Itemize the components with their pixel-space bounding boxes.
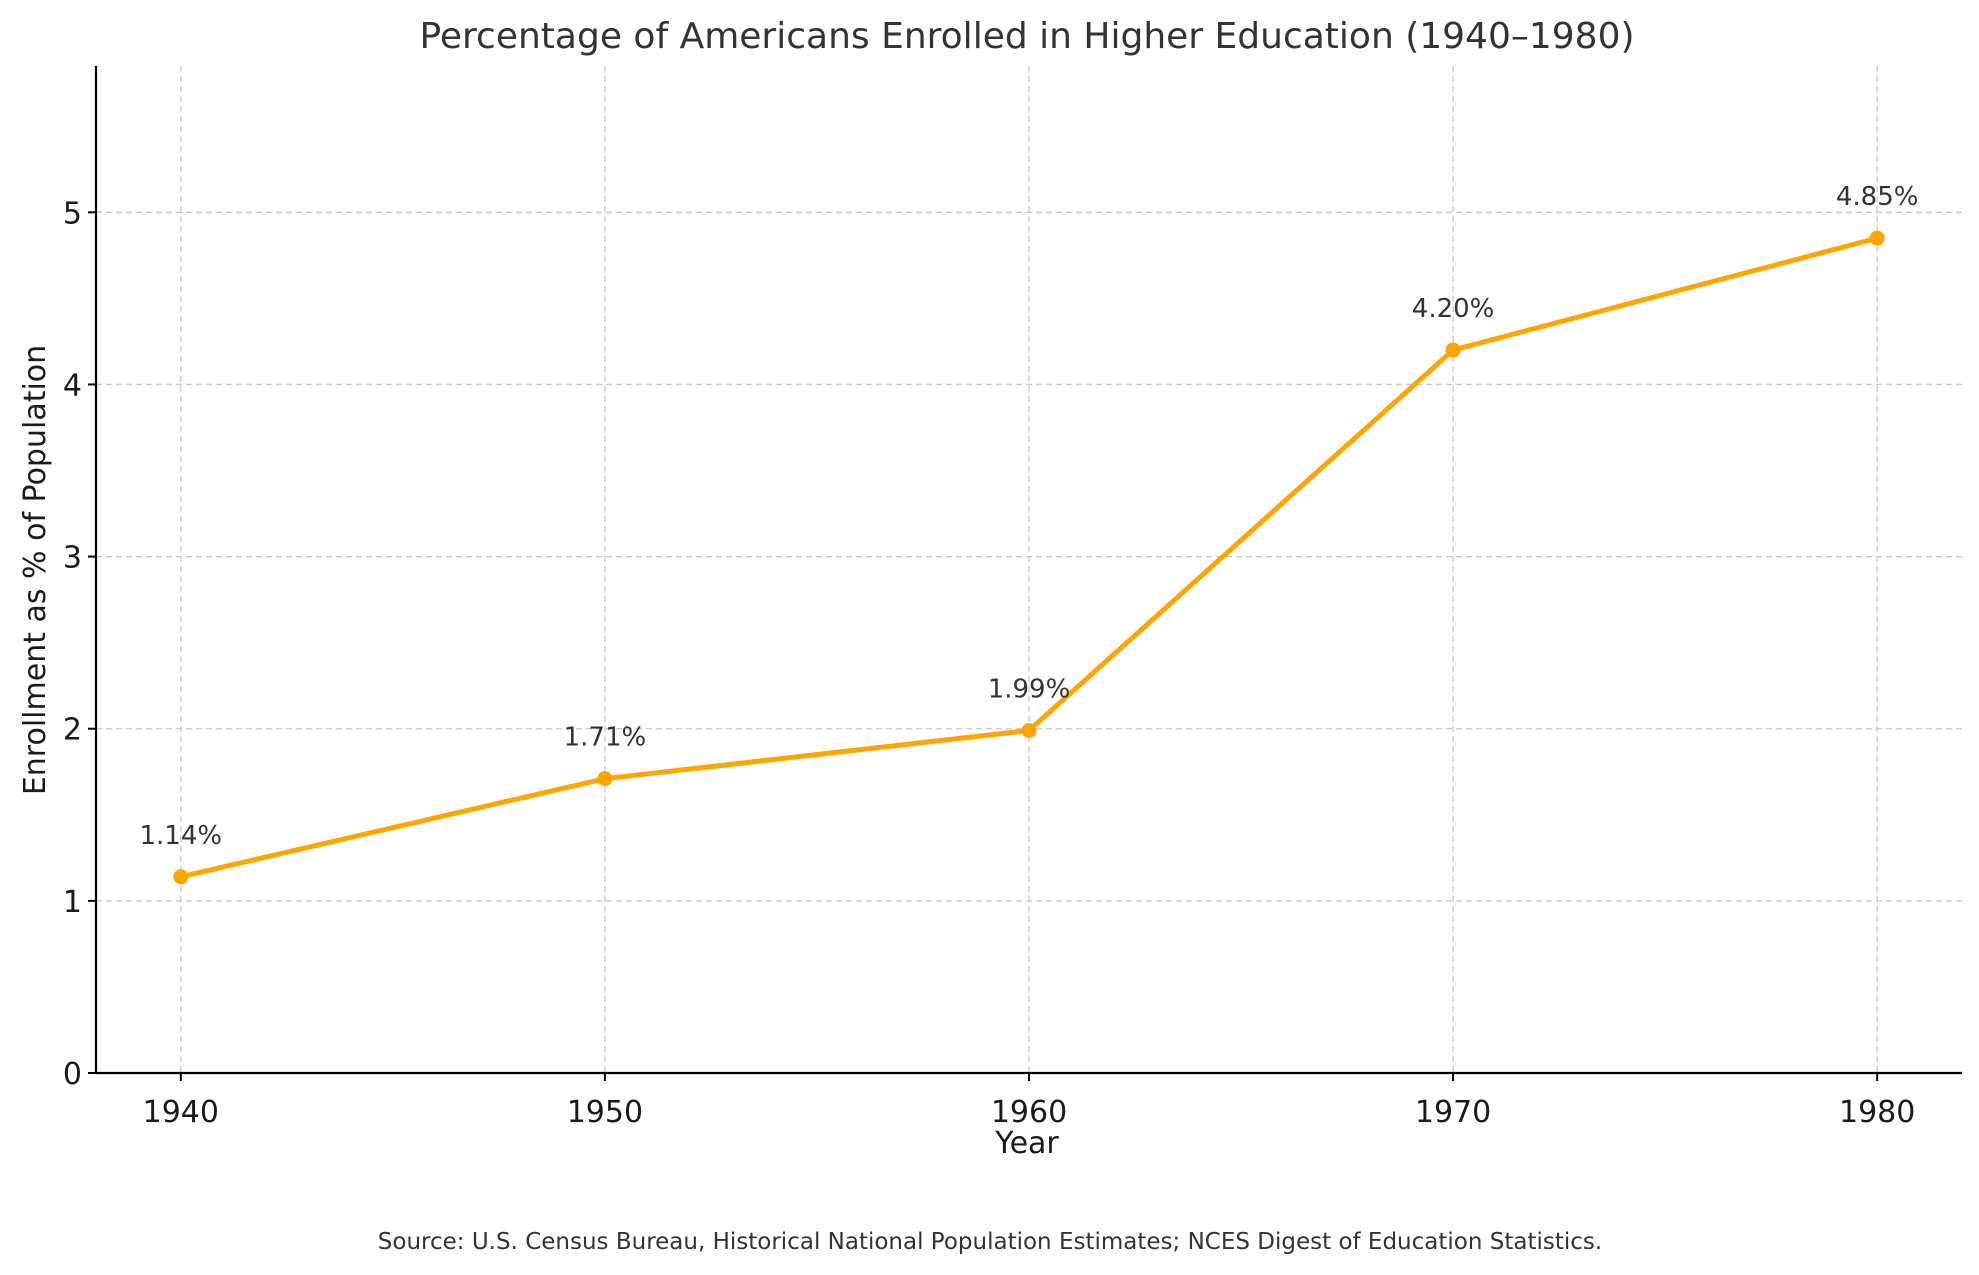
data-point-1940: [173, 869, 189, 885]
y-tick-label-4: 4: [63, 368, 82, 403]
data-point-1980: [1869, 230, 1885, 246]
data-labels: 1.14% 1.71% 1.99% 4.20% 4.85%: [140, 182, 1919, 851]
y-axis-label: Enrollment as % of Population: [18, 345, 53, 795]
data-label-1960: 1.99%: [988, 674, 1071, 704]
x-tick-label-1940: 1940: [143, 1095, 219, 1130]
grid-lines: [96, 66, 1962, 1073]
y-tick-label-0: 0: [63, 1057, 82, 1092]
tick-labels: 1940 1950 1960 1970 1980 0 1 2 3 4 5: [63, 196, 1915, 1130]
x-tick-label-1950: 1950: [567, 1095, 643, 1130]
x-axis-label: Year: [994, 1126, 1059, 1161]
y-tick-label-3: 3: [63, 541, 82, 576]
data-label-1970: 4.20%: [1412, 294, 1495, 324]
data-label-1950: 1.71%: [564, 723, 647, 753]
data-label-1940: 1.14%: [140, 821, 223, 851]
y-tick-label-1: 1: [63, 885, 82, 920]
x-tick-label-1980: 1980: [1839, 1095, 1915, 1130]
y-tick-label-2: 2: [63, 713, 82, 748]
x-tick-label-1960: 1960: [991, 1095, 1067, 1130]
source-note: Source: U.S. Census Bureau, Historical N…: [378, 1229, 1602, 1255]
x-tick-label-1970: 1970: [1415, 1095, 1491, 1130]
series-enrollment: [173, 230, 1885, 885]
data-label-1980: 4.85%: [1836, 182, 1919, 212]
data-point-1960: [1021, 722, 1037, 738]
y-tick-label-5: 5: [63, 196, 82, 231]
data-point-1950: [597, 771, 613, 787]
data-point-1970: [1445, 342, 1461, 358]
chart-title: Percentage of Americans Enrolled in High…: [419, 16, 1634, 57]
